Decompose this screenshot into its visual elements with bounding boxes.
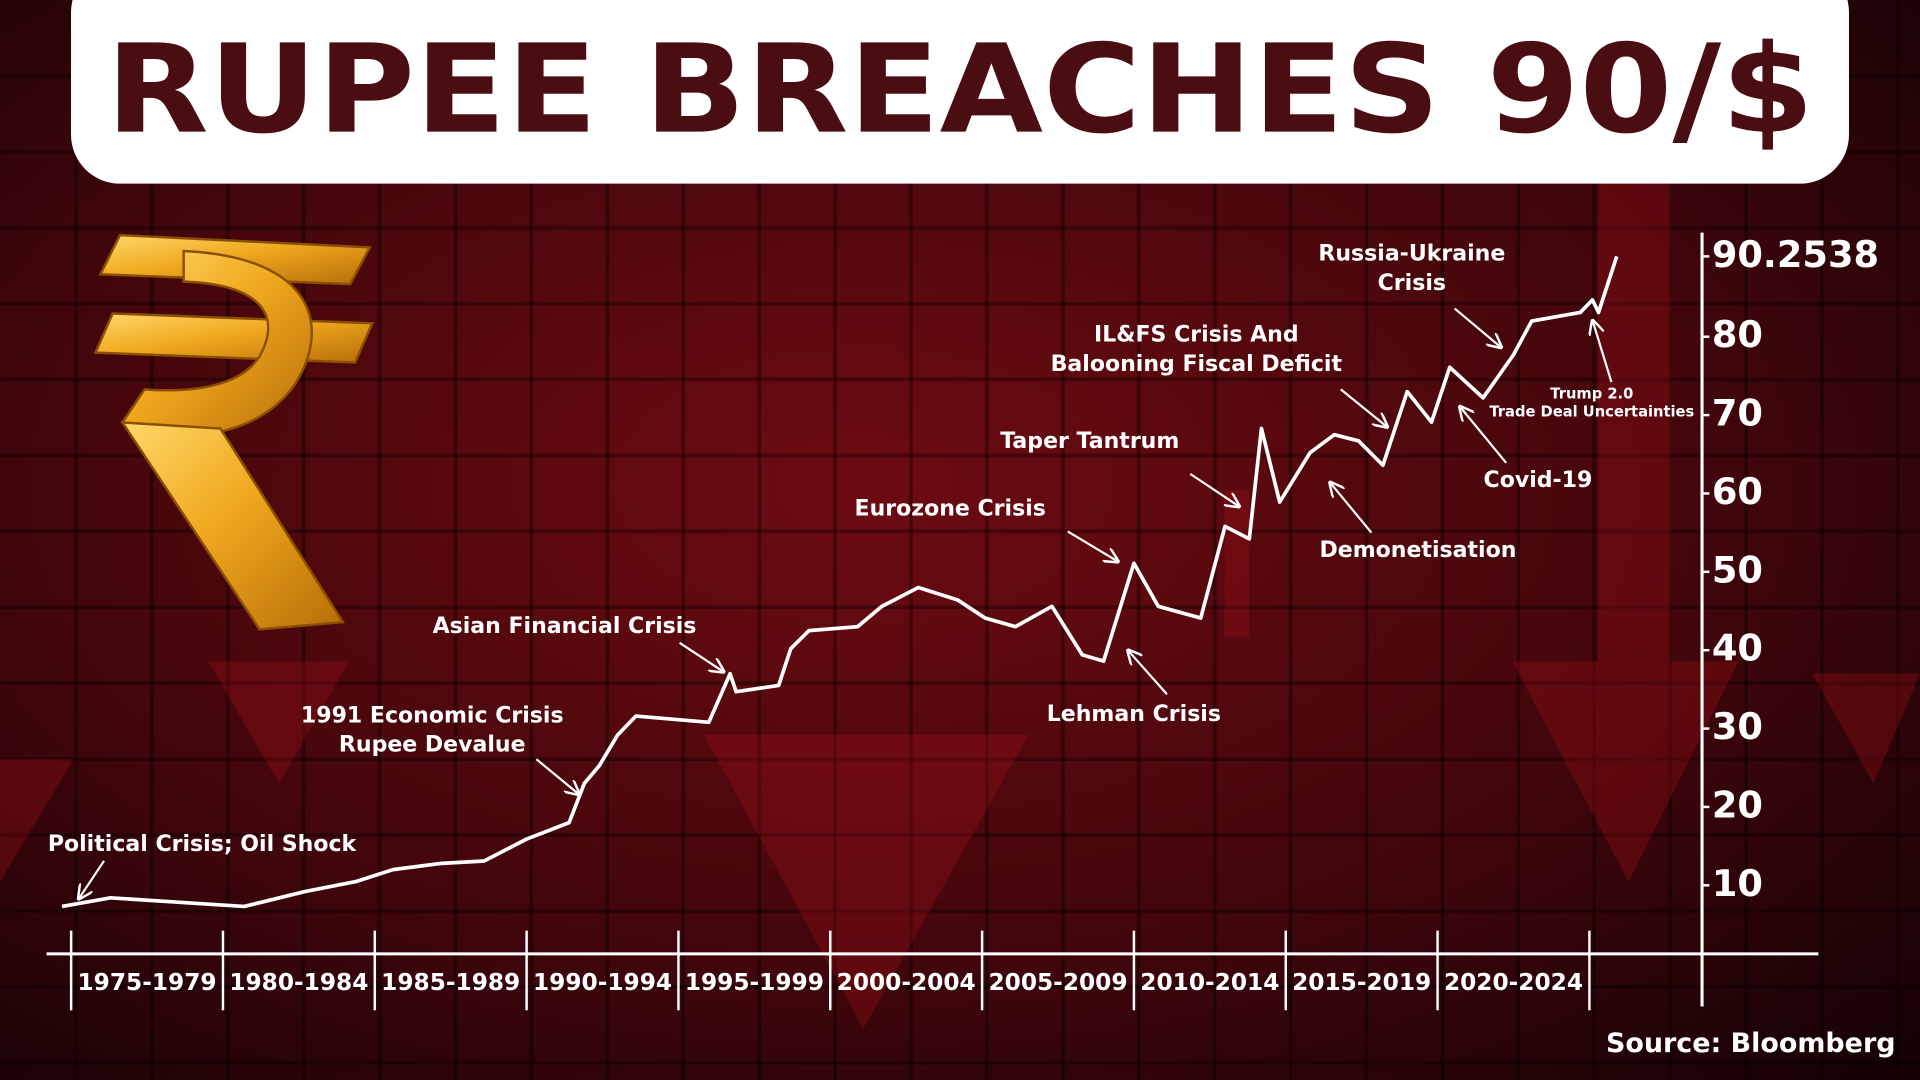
annotation-arrow	[1189, 472, 1238, 506]
x-tick-label: 1980-1984	[229, 969, 368, 996]
annotation-arrow	[1593, 322, 1613, 383]
annotation-arrow	[1453, 307, 1500, 347]
x-tick-label: 1990-1994	[533, 969, 672, 996]
rupee-icon	[93, 233, 375, 631]
x-tick-label: 2010-2014	[1140, 969, 1279, 996]
annotation-arrow	[1129, 651, 1168, 696]
y-tick-label: 40	[1712, 627, 1763, 670]
background-arrows	[0, 183, 1920, 1029]
rate-line	[61, 255, 1619, 909]
annotation: 1991 Economic Crisis	[301, 703, 564, 728]
annotation: Balooning Fiscal Deficit	[1051, 352, 1343, 377]
annotation-arrow	[80, 860, 105, 898]
annotation-arrow	[535, 758, 578, 793]
annotation: Russia-Ukraine	[1318, 242, 1505, 267]
annotation: IL&FS Crisis And	[1094, 323, 1299, 348]
annotation-arrow	[1067, 530, 1117, 560]
y-tick-label: 90.2538	[1712, 233, 1879, 276]
annotation: Crisis	[1378, 271, 1446, 296]
annotation: Covid-19	[1484, 468, 1593, 493]
annotation: Demonetisation	[1319, 538, 1516, 563]
y-tick-label: 60	[1712, 470, 1763, 513]
annotation-arrow	[678, 641, 723, 671]
x-tick-label: 1985-1989	[381, 969, 520, 996]
annotation-arrow	[1461, 408, 1507, 464]
x-tick-label: 2015-2019	[1292, 969, 1431, 996]
annotation: Taper Tantrum	[1000, 429, 1179, 454]
annotation: Trade Deal Uncertainties	[1489, 404, 1694, 421]
title-box: RUPEE BREACHES 90/$	[71, 0, 1849, 184]
y-tick-label: 20	[1712, 783, 1763, 826]
annotation: Asian Financial Crisis	[433, 614, 697, 639]
source: Source: Bloomberg	[1606, 1028, 1896, 1059]
y-tick-label: 70	[1712, 392, 1763, 435]
chart-title: RUPEE BREACHES 90/$	[106, 18, 1814, 161]
y-tick-label: 50	[1712, 548, 1763, 591]
annotation: Eurozone Crisis	[855, 496, 1046, 521]
annotation: Political Crisis; Oil Shock	[48, 832, 358, 857]
y-tick-label: 30	[1712, 705, 1763, 748]
annotation: Rupee Devalue	[339, 733, 526, 758]
plot: 10 20 30 40 50 60 70 80 90.2538 1975-1979 1980-198…	[46, 232, 1879, 1011]
annotation: Lehman Crisis	[1047, 702, 1221, 727]
x-tick-label: 2005-2009	[988, 969, 1127, 996]
x-tick-label: 1995-1999	[685, 969, 824, 996]
annotation-arrow	[1331, 484, 1373, 534]
annotation-arrow	[1340, 388, 1386, 426]
y-tick-label: 10	[1712, 862, 1763, 905]
y-tick-label: 80	[1712, 313, 1763, 356]
annotation: Trump 2.0	[1550, 385, 1633, 402]
x-tick-label: 1975-1979	[78, 969, 217, 996]
x-tick-label: 2000-2004	[837, 969, 976, 996]
x-tick-label: 2020-2024	[1444, 969, 1583, 996]
